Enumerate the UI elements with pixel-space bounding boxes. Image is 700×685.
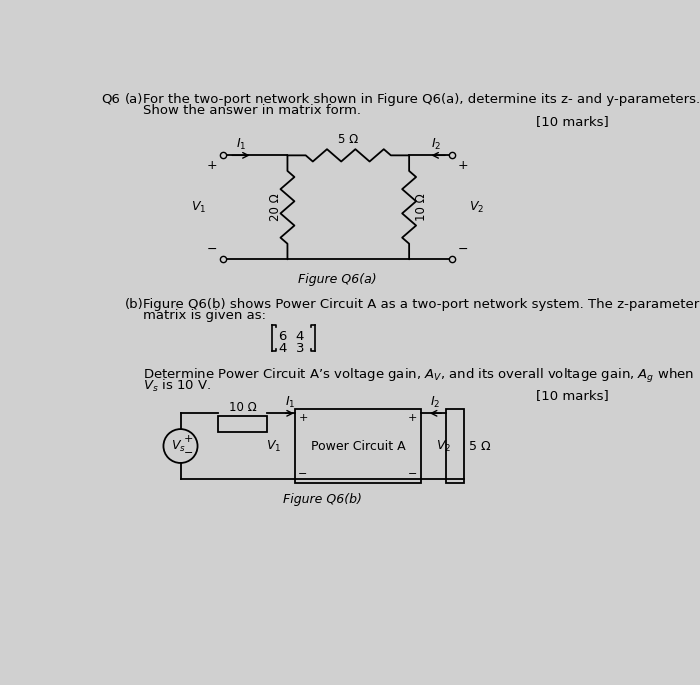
Text: [10 marks]: [10 marks] bbox=[536, 114, 608, 127]
Text: $I_2$: $I_2$ bbox=[430, 395, 440, 410]
Text: $V_s$ is 10 V.: $V_s$ is 10 V. bbox=[144, 378, 211, 394]
Text: $I_1$: $I_1$ bbox=[236, 136, 246, 151]
Text: −: − bbox=[458, 242, 468, 256]
Text: $V_1$: $V_1$ bbox=[266, 438, 281, 453]
Text: 10 Ω: 10 Ω bbox=[229, 401, 256, 414]
Text: Determine Power Circuit A’s voltage gain, $A_V$, and its overall voltage gain, $: Determine Power Circuit A’s voltage gain… bbox=[144, 367, 694, 385]
Text: Power Circuit A: Power Circuit A bbox=[311, 440, 405, 453]
Text: 20 Ω: 20 Ω bbox=[269, 193, 281, 221]
Text: +: + bbox=[183, 434, 193, 444]
Text: 4: 4 bbox=[295, 330, 304, 343]
Text: 5 Ω: 5 Ω bbox=[469, 440, 491, 453]
Text: $I_1$: $I_1$ bbox=[285, 395, 295, 410]
Text: (b): (b) bbox=[125, 298, 144, 311]
Text: +: + bbox=[206, 159, 217, 172]
Text: 6: 6 bbox=[279, 330, 287, 343]
Text: $V_s$: $V_s$ bbox=[171, 438, 186, 453]
Text: +: + bbox=[458, 159, 468, 172]
Text: Figure Q6(a): Figure Q6(a) bbox=[298, 273, 377, 286]
Text: +: + bbox=[298, 413, 308, 423]
Text: −: − bbox=[298, 469, 308, 479]
Text: +: + bbox=[408, 413, 418, 423]
Text: 10 Ω: 10 Ω bbox=[415, 193, 428, 221]
Text: (a): (a) bbox=[125, 93, 143, 106]
Text: −: − bbox=[206, 242, 217, 256]
Text: $I_2$: $I_2$ bbox=[431, 136, 442, 151]
Text: $V_1$: $V_1$ bbox=[191, 200, 206, 215]
Text: 4: 4 bbox=[279, 342, 287, 356]
Text: Figure Q6(b): Figure Q6(b) bbox=[283, 493, 362, 506]
Text: $V_2$: $V_2$ bbox=[469, 200, 484, 215]
Text: Q6: Q6 bbox=[102, 93, 120, 106]
Text: matrix is given as:: matrix is given as: bbox=[144, 308, 266, 321]
Text: 3: 3 bbox=[295, 342, 304, 356]
Text: 5 Ω: 5 Ω bbox=[338, 133, 358, 146]
Text: −: − bbox=[183, 448, 193, 458]
Text: $V_2$: $V_2$ bbox=[436, 438, 452, 453]
Text: Show the answer in matrix form.: Show the answer in matrix form. bbox=[144, 103, 361, 116]
Bar bbox=[295, 410, 421, 483]
Text: For the two-port network shown in Figure Q6(a), determine its z- and y-parameter: For the two-port network shown in Figure… bbox=[144, 93, 700, 106]
Text: [10 marks]: [10 marks] bbox=[536, 388, 608, 401]
Text: Figure Q6(b) shows Power Circuit A as a two-port network system. The z-parameter: Figure Q6(b) shows Power Circuit A as a … bbox=[144, 298, 699, 311]
Text: −: − bbox=[408, 469, 418, 479]
Bar bbox=[218, 416, 267, 432]
Bar bbox=[446, 410, 464, 483]
